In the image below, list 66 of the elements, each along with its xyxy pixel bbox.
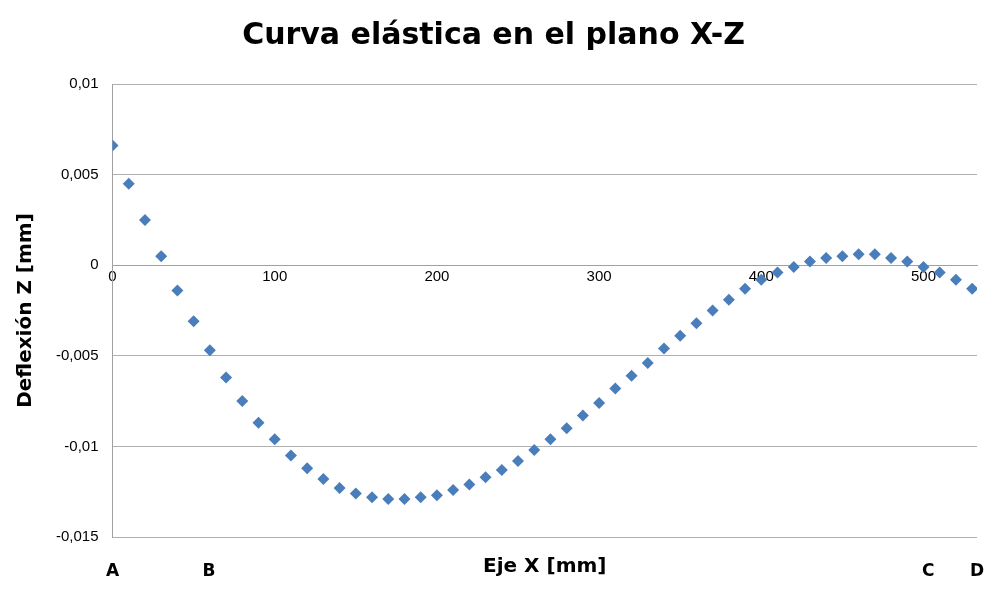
point xyxy=(852,248,865,261)
x-tick-label: 500 xyxy=(910,267,936,285)
point xyxy=(609,382,622,395)
point xyxy=(657,342,670,355)
point xyxy=(252,416,265,429)
x-tick-label: 300 xyxy=(586,267,612,285)
point xyxy=(739,282,752,295)
point xyxy=(560,422,573,435)
point xyxy=(155,250,168,263)
text: C xyxy=(922,560,935,581)
point xyxy=(966,282,977,295)
point xyxy=(317,473,330,486)
point xyxy=(366,491,379,504)
text: B xyxy=(202,560,216,581)
point xyxy=(495,463,508,476)
y-tick-label: -0,005 xyxy=(55,345,99,363)
point xyxy=(528,444,541,457)
point xyxy=(349,487,362,500)
point xyxy=(430,489,443,502)
text: D xyxy=(969,560,985,581)
point xyxy=(576,409,589,422)
point xyxy=(787,261,800,274)
point xyxy=(447,483,460,496)
x-tick-label: 100 xyxy=(262,267,288,285)
point xyxy=(512,454,525,467)
y-tick-label: -0,015 xyxy=(55,527,99,545)
y-tick-label: 0,005 xyxy=(60,164,99,182)
point xyxy=(203,344,216,357)
text: A xyxy=(105,560,120,581)
point xyxy=(544,433,557,446)
point xyxy=(187,315,200,328)
point xyxy=(820,251,833,264)
point xyxy=(301,462,314,475)
point xyxy=(220,371,233,384)
point xyxy=(868,248,881,261)
y-tick-label: 0 xyxy=(90,255,99,273)
point xyxy=(885,251,898,264)
point xyxy=(803,255,816,268)
x-tick-label: 200 xyxy=(424,267,450,285)
point xyxy=(674,329,687,342)
chart-title: Curva elástica en el plano X-Z xyxy=(242,15,745,51)
point xyxy=(333,482,346,495)
point xyxy=(722,293,735,306)
point xyxy=(398,492,411,505)
y-axis-title: Deflexión Z [mm] xyxy=(12,213,37,408)
point xyxy=(479,471,492,484)
point xyxy=(593,396,606,409)
point xyxy=(625,369,638,382)
point xyxy=(284,449,297,462)
point xyxy=(949,273,962,286)
point xyxy=(690,317,703,330)
point xyxy=(641,357,654,370)
point xyxy=(414,491,427,504)
point xyxy=(171,284,184,297)
x-axis-title: Eje X [mm] xyxy=(483,553,607,578)
y-tick-label: -0,01 xyxy=(64,436,99,454)
point xyxy=(901,255,914,268)
point xyxy=(463,478,476,491)
point xyxy=(382,492,395,505)
y-tick-label: 0,01 xyxy=(69,74,99,92)
point xyxy=(236,395,249,408)
point xyxy=(268,433,281,446)
point xyxy=(122,177,135,190)
point xyxy=(138,213,151,226)
point xyxy=(706,304,719,317)
point xyxy=(836,250,849,263)
